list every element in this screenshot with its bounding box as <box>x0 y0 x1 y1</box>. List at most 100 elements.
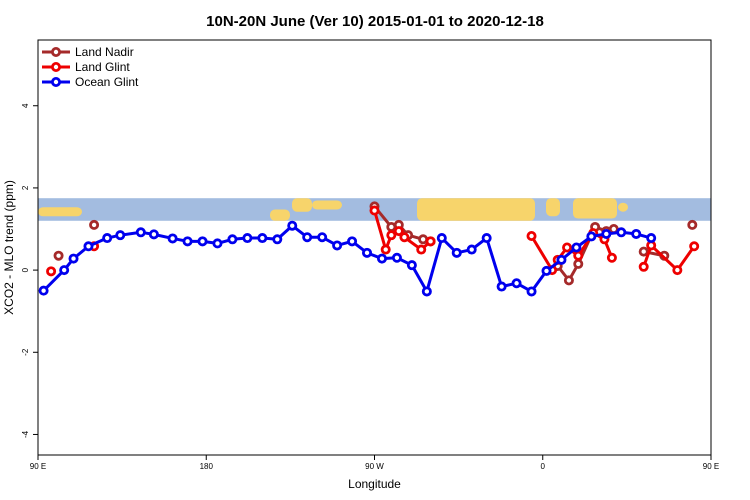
data-point <box>631 228 642 239</box>
data-point <box>562 242 573 253</box>
land-patch <box>573 198 617 219</box>
data-point <box>102 233 113 244</box>
data-point <box>601 228 612 239</box>
series-ocean-glint <box>38 220 657 297</box>
data-point <box>573 258 584 269</box>
x-tick-label: 90 E <box>703 462 719 471</box>
data-point <box>89 219 100 230</box>
data-point <box>197 236 208 247</box>
data-point <box>257 233 268 244</box>
land-patch <box>546 198 560 217</box>
legend-marker <box>51 62 62 73</box>
y-tick-label: -4 <box>21 430 30 438</box>
data-point <box>332 240 343 251</box>
legend-label: Land Glint <box>75 60 130 74</box>
data-point <box>606 252 617 263</box>
data-point <box>46 266 57 277</box>
data-point <box>53 250 64 261</box>
x-axis-label: Longitude <box>348 477 401 491</box>
data-point <box>59 265 70 276</box>
data-point <box>347 236 358 247</box>
data-point <box>135 227 146 238</box>
data-point <box>687 219 698 230</box>
land-patch <box>292 198 312 212</box>
data-point <box>689 241 700 252</box>
x-tick-label: 90 E <box>30 462 46 471</box>
data-point <box>386 230 397 241</box>
y-tick-label: 4 <box>21 103 30 108</box>
data-point <box>380 244 391 255</box>
data-point <box>421 286 432 297</box>
data-point <box>571 242 582 253</box>
data-point <box>167 233 178 244</box>
data-point <box>466 244 477 255</box>
land-patch <box>618 202 628 212</box>
data-point <box>526 286 537 297</box>
land-patch <box>312 200 342 210</box>
data-point <box>425 236 436 247</box>
series-layer <box>38 201 700 297</box>
data-point <box>148 229 159 240</box>
data-point <box>38 285 49 296</box>
legend-marker <box>51 47 62 58</box>
land-patch <box>270 209 290 221</box>
x-tick-label: 0 <box>541 462 546 471</box>
y-tick-label: 0 <box>21 267 30 272</box>
data-point <box>563 275 574 286</box>
y-tick-label: -2 <box>21 348 30 356</box>
data-point <box>115 230 126 241</box>
legend-label: Land Nadir <box>75 45 134 59</box>
data-point <box>436 233 447 244</box>
data-point <box>638 261 649 272</box>
data-point <box>616 227 627 238</box>
data-point <box>376 253 387 264</box>
data-point <box>272 234 283 245</box>
data-point <box>416 244 427 255</box>
data-point <box>227 234 238 245</box>
x-axis: 90 E 180 90 W 0 90 E <box>30 455 719 471</box>
plot-area-frame <box>37 39 712 456</box>
data-point <box>362 247 373 258</box>
data-point <box>672 265 683 276</box>
data-point <box>369 205 380 216</box>
data-point <box>287 220 298 231</box>
data-point <box>526 230 537 241</box>
data-point <box>406 260 417 271</box>
x-tick-label: 180 <box>200 462 214 471</box>
series-line <box>642 243 696 272</box>
chart-title: 10N-20N June (Ver 10) 2015-01-01 to 2020… <box>206 13 544 30</box>
data-point <box>646 233 657 244</box>
data-point <box>68 253 79 264</box>
land-patch <box>38 207 82 217</box>
data-point <box>451 247 462 258</box>
data-point <box>317 232 328 243</box>
land-patch <box>417 198 535 221</box>
y-axis: -4 -2 0 2 4 <box>21 103 38 438</box>
y-axis-label: XCO2 - MLO trend (ppm) <box>2 180 16 315</box>
x-tick-label: 90 W <box>365 462 384 471</box>
data-point <box>586 231 597 242</box>
data-point <box>638 246 649 257</box>
data-point <box>393 226 404 237</box>
data-point <box>556 254 567 265</box>
data-point <box>399 232 410 243</box>
data-point <box>496 281 507 292</box>
background-map-band <box>37 39 712 456</box>
data-point <box>481 233 492 244</box>
legend-item: Land Glint <box>42 60 130 74</box>
legend-label: Ocean Glint <box>75 75 139 89</box>
data-point <box>573 250 584 261</box>
data-point <box>511 278 522 289</box>
data-point <box>541 265 552 276</box>
data-point <box>302 232 313 243</box>
data-point <box>242 233 253 244</box>
legend-item: Ocean Glint <box>42 75 139 89</box>
data-point <box>391 252 402 263</box>
data-point <box>212 238 223 249</box>
data-point <box>83 241 94 252</box>
y-tick-label: 2 <box>21 185 30 190</box>
data-point <box>182 236 193 247</box>
legend-marker <box>51 77 62 88</box>
